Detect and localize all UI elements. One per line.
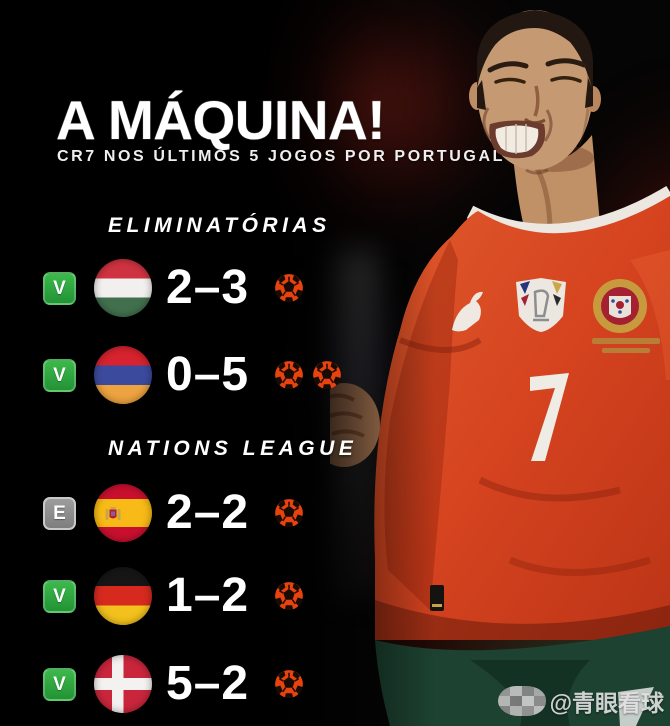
jersey-hem-tag (430, 585, 444, 611)
goal-balls (274, 581, 304, 611)
match-score: 5–2 (166, 657, 250, 710)
soccer-ball-icon (274, 273, 304, 303)
flag-denmark-icon (94, 655, 152, 713)
soccer-ball-icon (274, 498, 304, 528)
section-label-nations-league: NATIONS LEAGUE (108, 437, 358, 460)
match-row-denmark: V 5–2 (43, 655, 304, 713)
result-badge-win: V (43, 271, 76, 305)
match-score: 2–3 (166, 261, 250, 314)
result-badge-win: V (43, 667, 76, 701)
flag-hungary-icon (94, 259, 152, 317)
jersey-torso (374, 196, 670, 654)
match-score: 1–2 (166, 569, 250, 622)
watermark-handle: @青眼看球 (549, 690, 664, 716)
soccer-ball-icon (274, 669, 304, 699)
section-label-eliminatorias: ELIMINATÓRIAS (108, 214, 331, 237)
soccer-ball-icon (312, 360, 342, 390)
match-score: 2–2 (166, 486, 250, 539)
soccer-ball-icon (274, 360, 304, 390)
flag-germany-icon (94, 567, 152, 625)
watermark: @青眼看球 (497, 684, 664, 718)
match-row-armenia: V 0–5 (43, 346, 342, 404)
flag-spain-icon (94, 484, 152, 542)
result-badge-win: V (43, 358, 76, 392)
match-row-hungary: V 2–3 (43, 259, 304, 317)
flag-armenia-icon (94, 346, 152, 404)
match-row-germany: V 1–2 (43, 567, 304, 625)
goal-balls (274, 498, 304, 528)
match-score: 0–5 (166, 348, 250, 401)
portugal-crest (593, 279, 647, 333)
goal-balls (274, 273, 304, 303)
match-row-spain: E 2–2 (43, 484, 304, 542)
watermark-avatar-pixelated (497, 686, 546, 716)
soccer-ball-icon (274, 581, 304, 611)
subtitle: CR7 NOS ÚLTIMOS 5 JOGOS POR PORTUGAL (57, 148, 506, 165)
result-badge-draw: E (43, 496, 76, 530)
spain-coat-of-arms (105, 507, 121, 520)
result-badge-win: V (43, 579, 76, 613)
goal-balls (274, 360, 342, 390)
page-title: A MÁQUINA! (56, 89, 386, 151)
goal-balls (274, 669, 304, 699)
